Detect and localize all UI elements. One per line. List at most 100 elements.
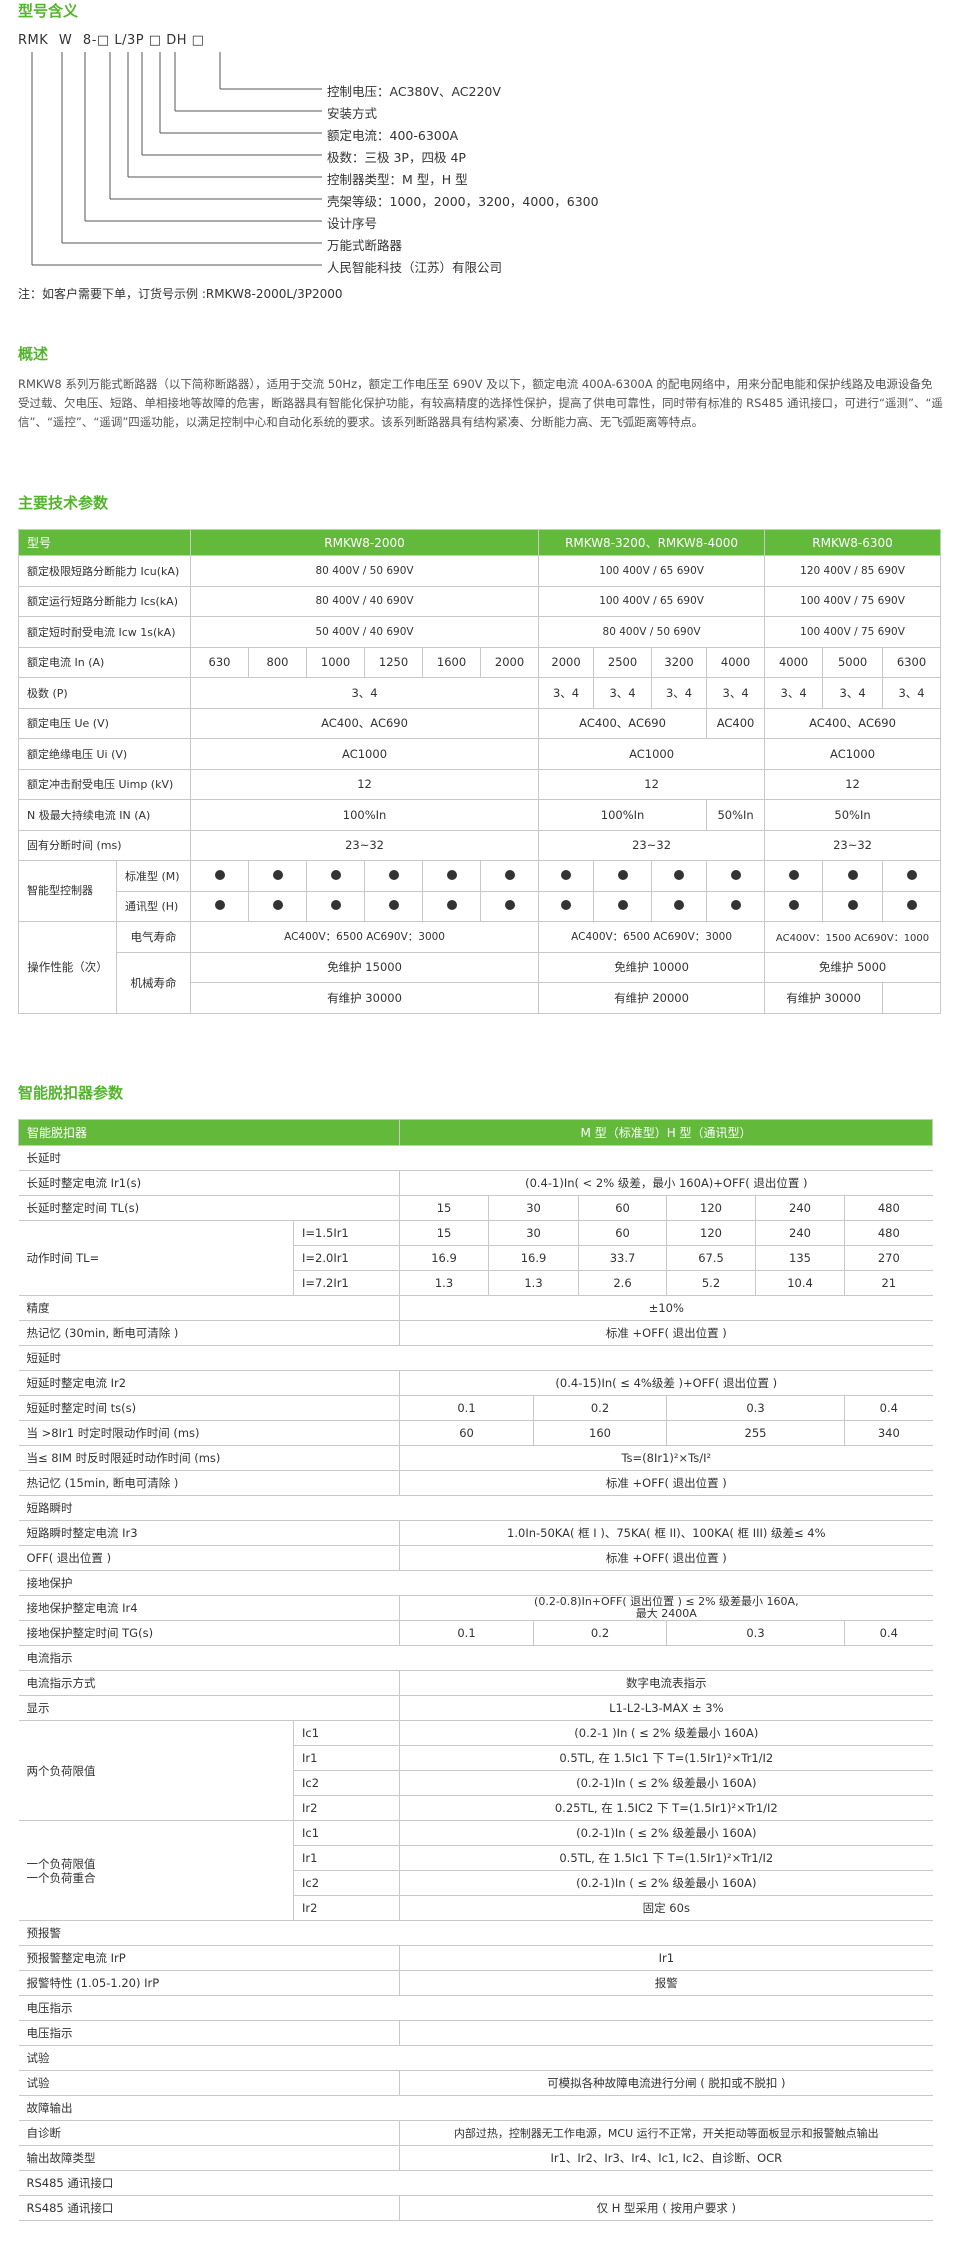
row-label-line: 一个负荷限值 [26, 1856, 96, 1871]
header-2000: RMKW8-2000 [190, 529, 540, 556]
dot-icon [617, 869, 628, 880]
row-label: 额定运行短路分断能力 Ics(kA) [17, 585, 192, 617]
cell: 3、4 [822, 677, 884, 709]
row-label: 接地保护整定时间 TG(s) [18, 1620, 400, 1646]
row-label: 通讯型 (H) [115, 890, 192, 922]
code-box-1: □ [96, 33, 110, 48]
cell: 100 400V / 65 690V [538, 585, 766, 617]
row-label: 额定绝缘电压 Ui (V) [17, 738, 192, 770]
dot-icon [272, 869, 283, 880]
label-design-no: 设计序号 [327, 216, 378, 231]
table-row: N 极最大持续电流 IN (A) 100%In 100%In 50%In 50%In [17, 799, 941, 831]
cell: 23~32 [764, 829, 941, 861]
dot-icon [674, 900, 685, 911]
cell: AC400、AC690 [538, 707, 708, 739]
cell: AC1000 [190, 738, 540, 770]
dot-icon [214, 869, 225, 880]
cell: 1250 [364, 646, 424, 678]
row-label: I=2.0Ir1 [292, 1245, 400, 1271]
cell: 50%In [764, 799, 941, 831]
cell: 1.0In-50KA( 框 I )、75KA( 框 II)、100KA( 框 I… [399, 1520, 933, 1546]
cell: 固定 60s [399, 1895, 933, 1921]
cell: 23~32 [190, 829, 540, 861]
row-label: 两个负荷限值 [18, 1720, 294, 1821]
label-poles: 极数：三极 3P，四极 4P [327, 150, 466, 165]
row-label: 预报警整定电流 IrP [18, 1945, 400, 1971]
table-row: 额定运行短路分断能力 Ics(kA) 80 400V / 40 690V 100 4… [17, 585, 941, 617]
table-row: 机械寿命 免维护 15000 免维护 10000 免维护 5000 [19, 951, 941, 1014]
table-row: 极数 (P) 3、4 3、4 3、4 3、4 3、4 3、4 3、4 3、4 [17, 677, 941, 709]
row-label: 标准型 (M) [115, 860, 192, 892]
cell: 免维护 15000 [190, 951, 540, 983]
cell: 630 [190, 646, 250, 678]
dot-icon [330, 900, 341, 911]
row-label: 机械寿命 [115, 951, 192, 1014]
cell: 12 [538, 768, 766, 800]
row-label: 智能型控制器 [18, 860, 117, 922]
cell: 480 [844, 1195, 933, 1221]
row-label: 额定极限短路分断能力 Icu(kA) [17, 555, 192, 587]
cell: 100 400V / 65 690V [538, 555, 766, 587]
row-label: 电气寿命 [115, 921, 192, 953]
dot-icon [504, 869, 515, 880]
section-short-delay: 短延时 [18, 1345, 933, 1371]
cell: 免维护 5000 [764, 951, 941, 983]
header-6300: RMKW8-6300 [764, 529, 941, 556]
row-label: 动作时间 TL= [18, 1220, 294, 1296]
dot-icon [561, 869, 572, 880]
header-model: 型号 [17, 529, 192, 556]
cell: 120 400V / 85 690V [764, 555, 941, 587]
cell: Ir1、Ir2、Ir3、Ir4、Ic1, Ic2、自诊断、OCR [399, 2145, 933, 2171]
cell [399, 2020, 933, 2046]
cell: 1600 [422, 646, 482, 678]
row-label: Ic1 [292, 1720, 400, 1746]
cell: 15 [399, 1220, 489, 1246]
cell: 标准 +OFF( 退出位置 ) [399, 1545, 933, 1571]
cell: 3、4 [593, 677, 653, 709]
row-label: 短延时整定时间 ts(s) [18, 1395, 400, 1421]
cell: 3、4 [706, 677, 766, 709]
code-3p: 3P [126, 33, 145, 48]
label-controller-type: 控制器类型：M 型，H 型 [327, 172, 468, 187]
cell: 0.5TL, 在 1.5Ic1 下 T=(1.5Ir1)²×Tr1/I2 [399, 1845, 933, 1871]
cell: 120 [666, 1220, 756, 1246]
cell: 3200 [651, 646, 708, 678]
code-dash: - [91, 33, 97, 48]
dot-icon [847, 869, 858, 880]
cell-line: 最大 2400A [635, 1607, 697, 1620]
cell: 67.5 [666, 1245, 756, 1271]
cell: 16.9 [488, 1245, 579, 1271]
cell: 60 [399, 1420, 534, 1446]
cell: 50 400V / 40 690V [190, 616, 540, 648]
cell: 内部过热，控制器无工作电源，MCU 运行不正常，开关拒动等面板显示和报警触点输出 [399, 2120, 933, 2146]
model-code-lines [31, 52, 322, 266]
cell: (0.4-1)In( < 2% 级差，最小 160A)+OFF( 退出位置 ) [399, 1170, 933, 1196]
table-row: 固有分断时间 (ms) 23~32 23~32 23~32 [17, 829, 941, 861]
cell: 30 [488, 1195, 579, 1221]
label-company: 人民智能科技（江苏）有限公司 [327, 260, 503, 275]
cell: 有维护 30000 [190, 982, 540, 1014]
cell: 0.3 [666, 1620, 845, 1646]
row-label: 额定电流 In (A) [17, 646, 192, 678]
cell: AC400V：1500 AC690V：1000 [764, 921, 941, 953]
cell: 1000 [306, 646, 366, 678]
row-label-line: 一个负荷重合 [26, 1870, 96, 1885]
dot-icon [446, 869, 457, 880]
dot-icon [730, 900, 741, 911]
cell: 160 [533, 1420, 667, 1446]
table-row: 额定绝缘电压 Ui (V) AC1000 AC1000 AC1000 [17, 738, 941, 770]
cell: 5000 [822, 646, 884, 678]
cell: 0.2 [533, 1395, 667, 1421]
row-label: I=7.2Ir1 [292, 1270, 400, 1296]
model-code: RMK W 8-□ L/3P □ DH □ [18, 33, 204, 48]
section-long-delay: 长延时 [18, 1145, 933, 1171]
row-label: RS485 通讯接口 [18, 2195, 400, 2221]
cell: 3、4 [882, 677, 941, 709]
cell: 2000 [480, 646, 540, 678]
cell: 240 [755, 1220, 845, 1246]
row-label: 长延时整定电流 Ir1(s) [18, 1170, 400, 1196]
row-label: 操作性能（次） [18, 921, 117, 1014]
row-label: 电流指示方式 [18, 1670, 400, 1696]
cell: 120 [666, 1195, 756, 1221]
cell: (0.2-0.8)In+OFF( 退出位置 ) ≤ 2% 级差最小 160A, 最… [399, 1595, 933, 1621]
